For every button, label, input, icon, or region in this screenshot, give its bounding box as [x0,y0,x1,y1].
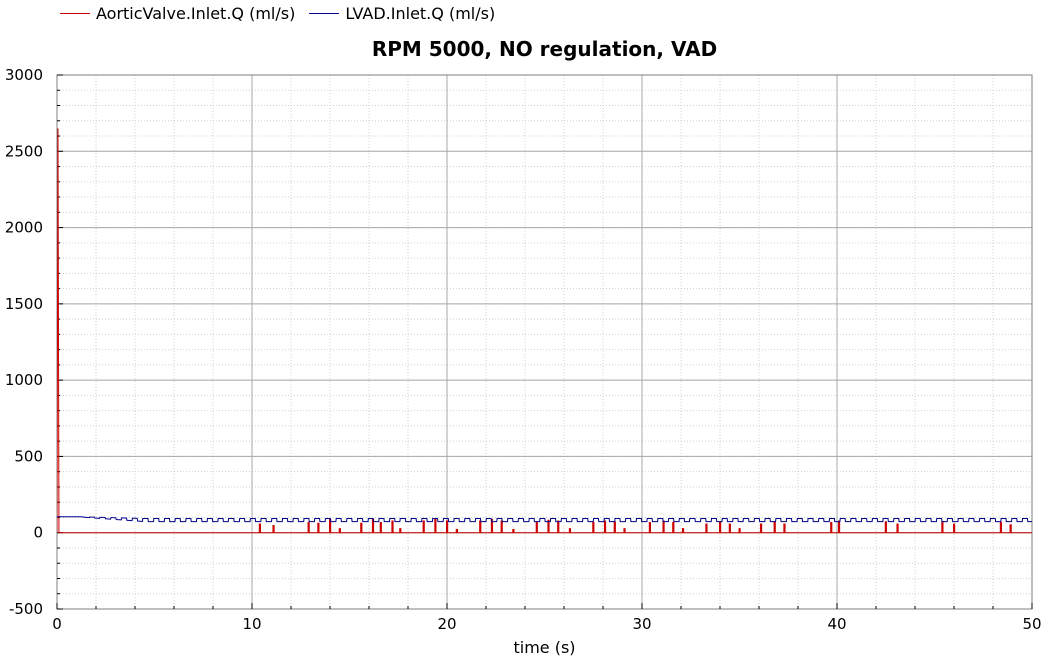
aortic-valve-pulse [258,523,261,533]
aortic-valve-pulse [422,520,425,533]
legend: AorticValve.Inlet.Q (ml/s) LVAD.Inlet.Q … [60,4,509,23]
aortic-valve-pulse [547,519,550,533]
aortic-valve-pulse [672,522,675,533]
plot-area [57,128,1032,534]
aortic-valve-pulse [479,520,482,533]
y-tick-label: 1000 [5,371,43,389]
tick-labels: 0 10 20 30 40 50 -500 0 500 1000 1500 2000 2500 3000 [5,66,1042,633]
y-tick-label: -500 [9,600,43,618]
y-tick-label: 2000 [5,219,43,237]
legend-label-aortic-valve: AorticValve.Inlet.Q (ml/s) [96,4,296,23]
legend-label-lvad: LVAD.Inlet.Q (ml/s) [345,4,496,23]
aortic-valve-pulse [648,522,651,533]
x-axis-label: time (s) [513,638,576,657]
aortic-valve-pulse [455,528,458,533]
x-tick-label: 10 [242,615,261,633]
y-tick-label: 3000 [5,66,43,84]
y-tick-label: 500 [14,447,43,465]
aortic-valve-pulse [1009,524,1012,533]
aortic-valve-pulse [719,521,722,533]
aortic-valve-pulse [728,523,731,533]
aortic-valve-pulse [500,520,503,533]
aortic-valve-pulse [884,521,887,533]
y-tick-label: 0 [33,524,43,542]
x-tick-label: 20 [437,615,456,633]
aortic-valve-pulse [338,528,341,533]
aortic-valve-pulse [592,522,595,533]
aortic-valve-pulse [272,525,275,533]
aortic-valve-pulse [557,520,560,533]
aortic-valve-pulse [773,521,776,533]
aortic-valve-pulse [738,528,741,533]
aortic-valve-pulse [953,523,956,533]
series-line-lvad [57,516,1032,523]
aortic-valve-pulse [705,523,708,533]
aortic-valve-pulse [317,522,320,533]
aortic-valve-pulse [613,521,616,533]
x-tick-label: 50 [1022,615,1041,633]
aortic-valve-pulse [490,518,494,533]
aortic-valve-pulse [399,528,402,533]
chart-title: RPM 5000, NO regulation, VAD [371,37,718,61]
y-tick-label: 2500 [5,142,43,160]
aortic-valve-pulse [896,523,899,533]
aortic-valve-pulse [759,523,763,533]
aortic-valve-pulse [329,518,332,533]
aortic-valve-pulse [837,520,841,533]
aortic-valve-pulse [603,520,607,533]
aortic-valve-pulse [307,522,310,533]
aortic-valve-pulse [941,521,944,533]
aortic-valve-pulse [783,523,786,533]
series-group [57,128,1032,534]
aortic-valve-pulse [512,528,515,533]
aortic-valve-pulse [535,522,538,533]
aortic-valve-pulse [379,522,382,533]
aortic-valve-pulse [662,520,665,533]
legend-swatch-lvad [309,13,340,14]
legend-swatch-aortic-valve [60,13,90,14]
series-line-aortic-valve [57,128,1032,534]
legend-item-aortic-valve: AorticValve.Inlet.Q (ml/s) [60,4,295,23]
aortic-valve-pulse [391,520,394,533]
aortic-valve-pulse [371,518,375,533]
aortic-valve-pulse [446,520,449,533]
y-tick-label: 1500 [5,295,43,313]
aortic-valve-pulse [434,518,437,533]
x-tick-label: 30 [632,615,651,633]
x-tick-label: 0 [52,615,62,633]
aortic-valve-pulse [568,528,572,533]
aortic-valve-pulse [681,528,685,533]
aortic-valve-pulse [623,528,626,533]
legend-item-lvad: LVAD.Inlet.Q (ml/s) [309,4,495,23]
aortic-valve-pulse [830,522,833,533]
aortic-valve-pulse [360,522,363,533]
x-tick-label: 40 [827,615,846,633]
aortic-valve-pulse [999,522,1002,533]
